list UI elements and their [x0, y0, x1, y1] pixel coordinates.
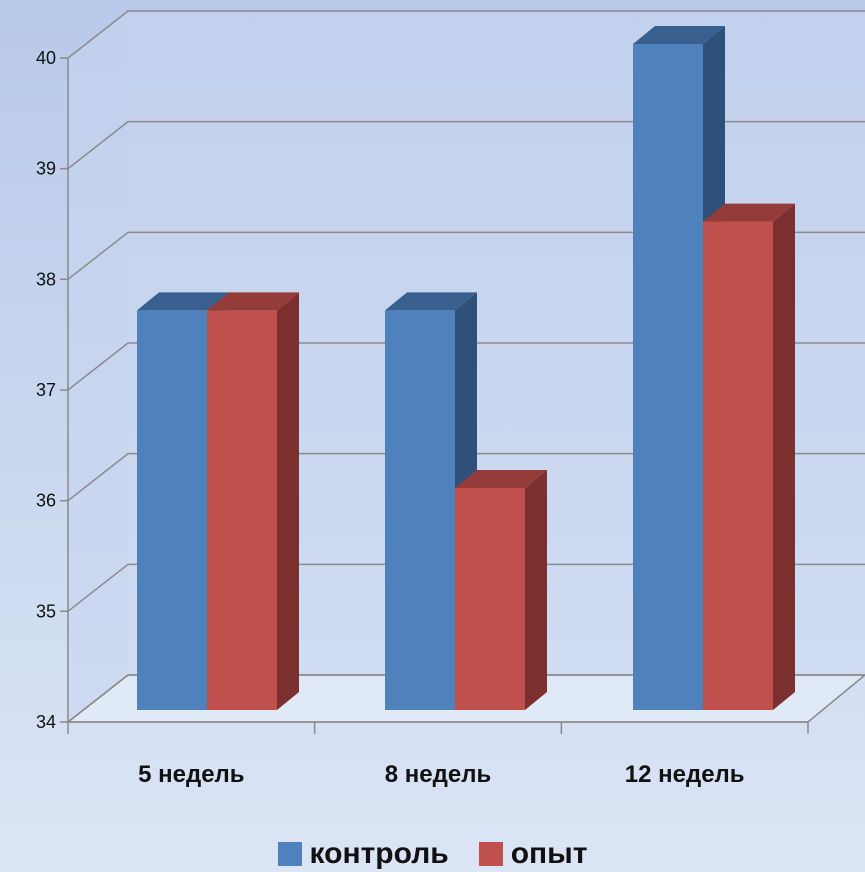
- gridline: [67, 10, 865, 59]
- axes: [60, 57, 809, 734]
- legend-item-control: контроль: [277, 837, 449, 871]
- gridlines: [67, 10, 865, 723]
- bar-side: [525, 470, 547, 710]
- legend-item-experiment: опыт: [478, 837, 588, 871]
- bar-front: [137, 310, 207, 710]
- y-tick-label: 40: [36, 48, 56, 68]
- bar: [207, 292, 299, 710]
- gridline: [67, 342, 865, 391]
- gridline: [67, 674, 865, 723]
- legend-swatch-experiment: [478, 842, 503, 866]
- legend-label-control: контроль: [309, 837, 449, 870]
- bar: [703, 203, 795, 710]
- y-tick-label: 37: [36, 380, 56, 400]
- y-tick-label: 35: [36, 601, 56, 621]
- bar-front: [207, 310, 277, 710]
- gridline: [67, 120, 865, 170]
- bar-top: [137, 292, 229, 311]
- category-label: 8 недель: [385, 761, 491, 788]
- bar-top: [633, 26, 725, 44]
- y-tick-label: 34: [36, 712, 56, 732]
- bar-chart: 34 35 36 37 38 39 40 5 недель 8 недель 12 недель: [36, 10, 865, 788]
- bar-top: [455, 470, 547, 488]
- y-tick-labels: 34 35 36 37 38 39 40: [36, 48, 56, 732]
- bar-front: [455, 488, 525, 710]
- y-tick-label: 38: [36, 269, 56, 289]
- category-label: 12 недель: [625, 761, 745, 788]
- bar-top: [207, 292, 299, 311]
- y-tick-label: 39: [36, 159, 56, 179]
- y-tick-label: 36: [36, 491, 56, 511]
- gridline: [67, 452, 865, 502]
- bar-front: [633, 44, 703, 710]
- category-labels: 5 недель 8 недель 12 недель: [138, 761, 744, 788]
- legend-label-experiment: опыт: [510, 837, 588, 870]
- bar-side: [773, 203, 795, 710]
- gridline: [67, 231, 865, 280]
- bar-top: [385, 292, 477, 311]
- bar: [455, 470, 547, 710]
- legend: контроль опыт: [0, 836, 865, 872]
- bar-front: [385, 310, 455, 710]
- bars: [137, 26, 795, 710]
- bar-front: [703, 221, 773, 710]
- category-label: 5 недель: [138, 761, 244, 788]
- bar-top: [703, 203, 795, 222]
- legend-swatch-control: [277, 842, 302, 866]
- bar-side: [277, 292, 299, 710]
- gridline: [67, 563, 865, 612]
